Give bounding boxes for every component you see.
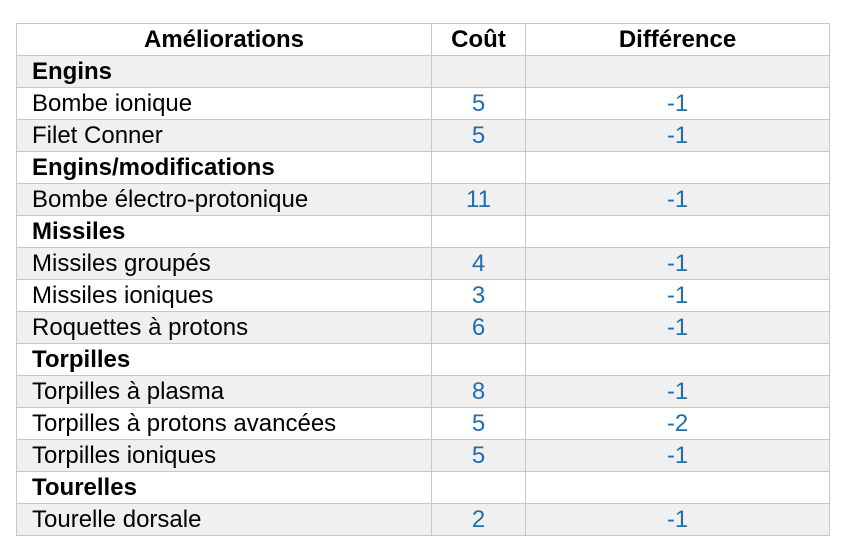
difference-cell: -2 (525, 407, 830, 440)
difference-cell: -1 (525, 87, 830, 120)
improvement-name: Roquettes à protons (16, 311, 432, 344)
table-row: Bombe électro-protonique 11 -1 (16, 183, 830, 216)
upgrades-table-container: Améliorations Coût Différence Engins Bomb… (16, 23, 830, 536)
cost-cell (431, 151, 526, 184)
difference-cell: -1 (525, 247, 830, 280)
table-row: Bombe ionique 5 -1 (16, 87, 830, 120)
difference-cell: -1 (525, 375, 830, 408)
cost-cell: 4 (431, 247, 526, 280)
cost-cell: 5 (431, 119, 526, 152)
cost-cell: 5 (431, 407, 526, 440)
category-label: Engins (16, 55, 432, 88)
improvement-name: Bombe ionique (16, 87, 432, 120)
cost-cell: 5 (431, 439, 526, 472)
header-improvements: Améliorations (16, 23, 432, 56)
difference-cell: -1 (525, 311, 830, 344)
improvement-name: Bombe électro-protonique (16, 183, 432, 216)
category-label: Torpilles (16, 343, 432, 376)
category-row: Torpilles (16, 343, 830, 376)
difference-cell (525, 151, 830, 184)
improvement-name: Filet Conner (16, 119, 432, 152)
cost-cell: 5 (431, 87, 526, 120)
table-row: Torpilles ioniques 5 -1 (16, 439, 830, 472)
category-row: Tourelles (16, 471, 830, 504)
table-header-row: Améliorations Coût Différence (16, 23, 830, 56)
category-label: Engins/modifications (16, 151, 432, 184)
table-row: Torpilles à plasma 8 -1 (16, 375, 830, 408)
cost-cell: 2 (431, 503, 526, 536)
improvement-name: Missiles groupés (16, 247, 432, 280)
difference-cell: -1 (525, 279, 830, 312)
category-label: Missiles (16, 215, 432, 248)
difference-cell (525, 343, 830, 376)
difference-cell (525, 55, 830, 88)
difference-cell: -1 (525, 503, 830, 536)
cost-cell: 6 (431, 311, 526, 344)
upgrades-table: Améliorations Coût Différence Engins Bomb… (16, 23, 830, 536)
cost-cell: 11 (431, 183, 526, 216)
table-row: Missiles groupés 4 -1 (16, 247, 830, 280)
difference-cell: -1 (525, 439, 830, 472)
table-body: Engins Bombe ionique 5 -1 Filet Conner 5 -1 Eng… (16, 55, 830, 536)
category-row: Engins (16, 55, 830, 88)
difference-cell: -1 (525, 183, 830, 216)
difference-cell (525, 215, 830, 248)
table-row: Torpilles à protons avancées 5 -2 (16, 407, 830, 440)
cost-cell (431, 55, 526, 88)
cost-cell: 8 (431, 375, 526, 408)
category-row: Missiles (16, 215, 830, 248)
cost-cell (431, 343, 526, 376)
header-difference: Différence (525, 23, 830, 56)
improvement-name: Tourelle dorsale (16, 503, 432, 536)
table-row: Missiles ioniques 3 -1 (16, 279, 830, 312)
cost-cell (431, 471, 526, 504)
improvement-name: Torpilles ioniques (16, 439, 432, 472)
table-row: Filet Conner 5 -1 (16, 119, 830, 152)
cost-cell (431, 215, 526, 248)
cost-cell: 3 (431, 279, 526, 312)
category-label: Tourelles (16, 471, 432, 504)
table-row: Roquettes à protons 6 -1 (16, 311, 830, 344)
difference-cell: -1 (525, 119, 830, 152)
difference-cell (525, 471, 830, 504)
table-row: Tourelle dorsale 2 -1 (16, 503, 830, 536)
improvement-name: Missiles ioniques (16, 279, 432, 312)
header-cost: Coût (431, 23, 526, 56)
category-row: Engins/modifications (16, 151, 830, 184)
improvement-name: Torpilles à protons avancées (16, 407, 432, 440)
improvement-name: Torpilles à plasma (16, 375, 432, 408)
